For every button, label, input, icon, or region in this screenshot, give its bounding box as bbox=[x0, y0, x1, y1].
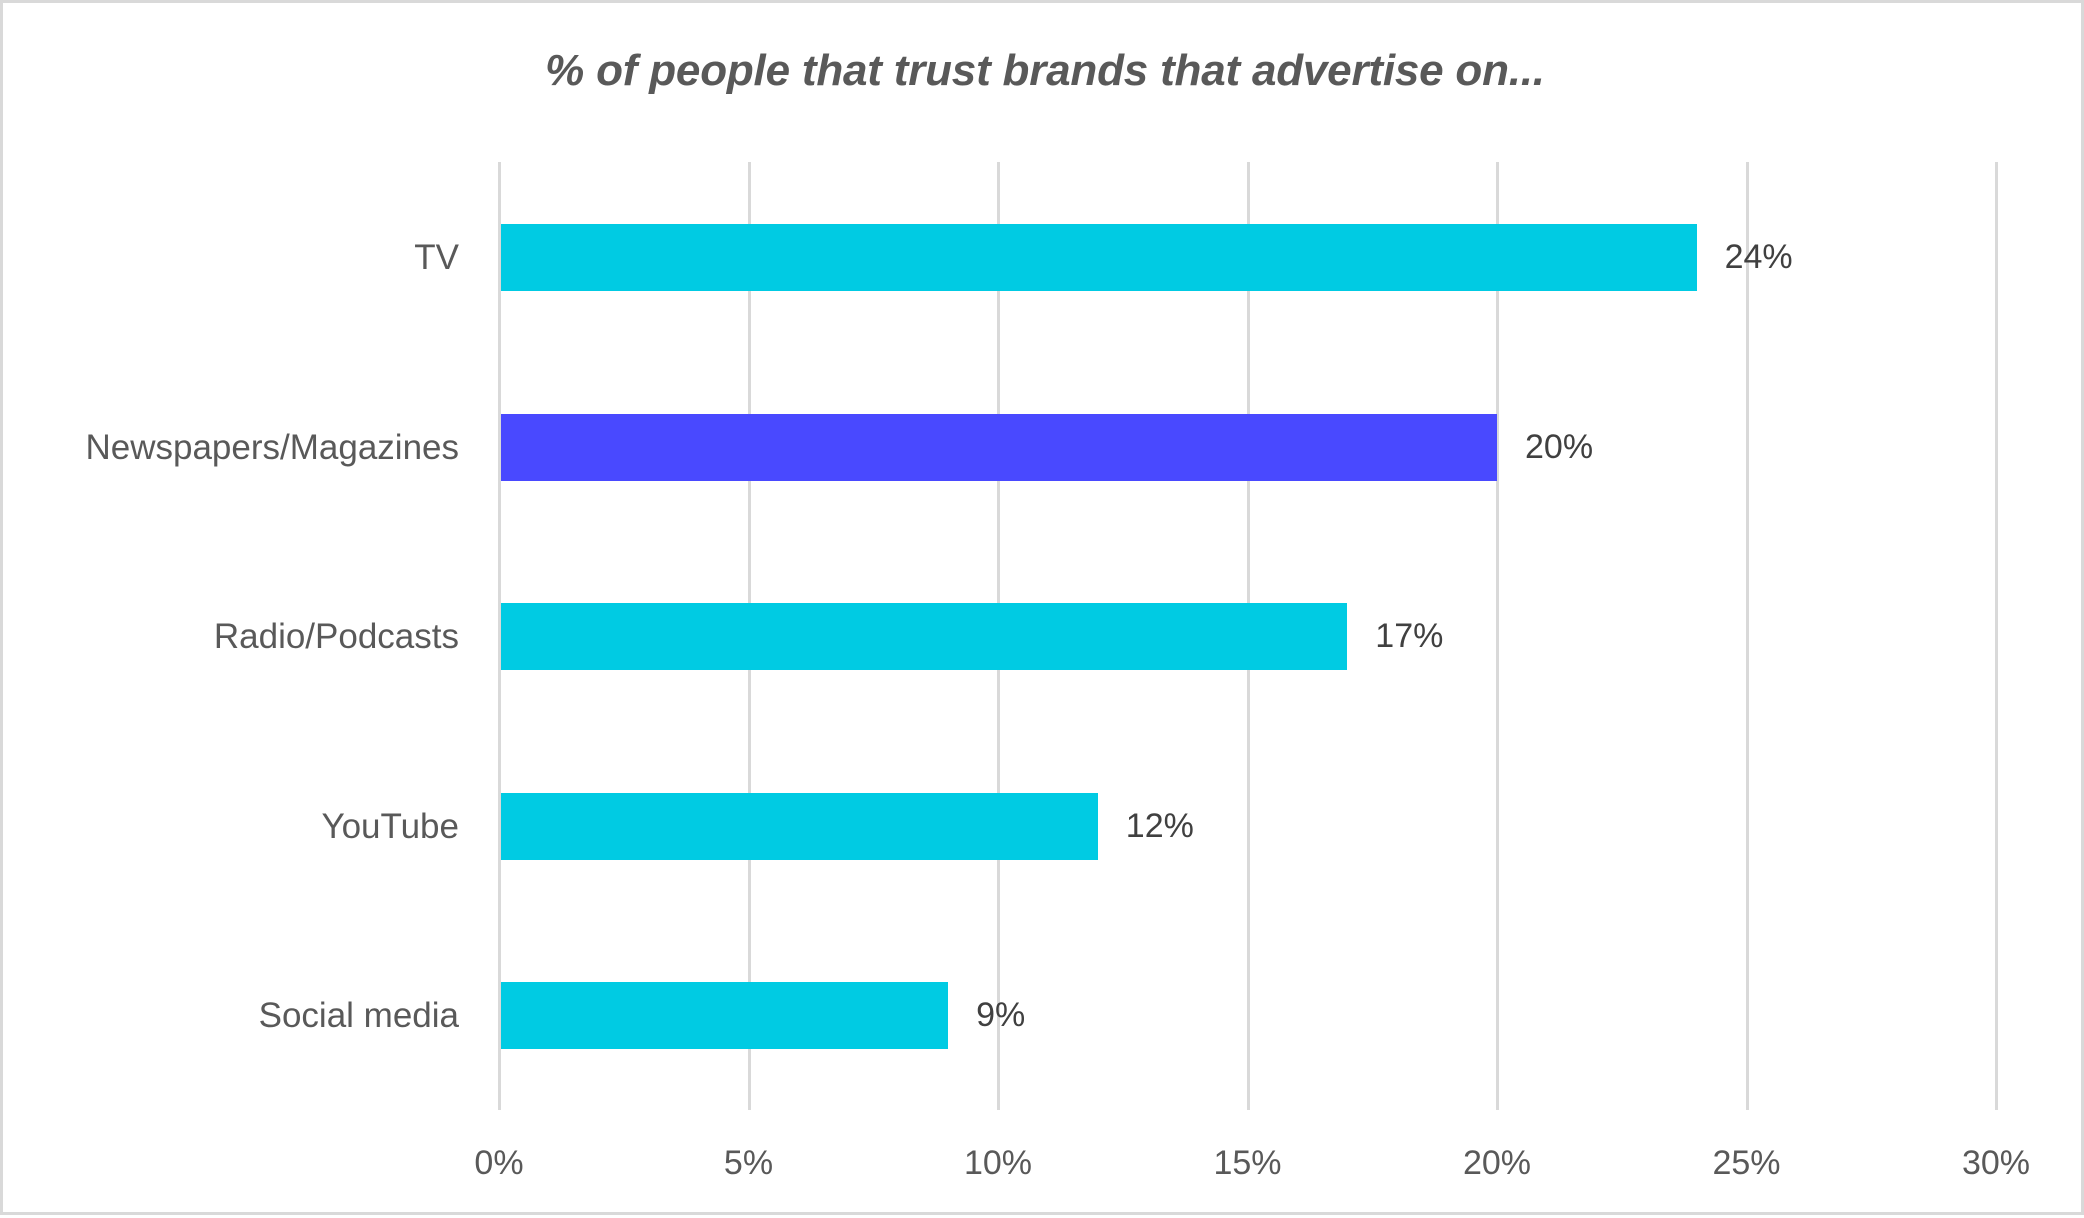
data-label: 9% bbox=[976, 996, 1026, 1034]
plot-area: TV Newspapers/Magazines Radio/Podcasts Y… bbox=[3, 3, 2084, 1218]
x-axis-tick-label: 0% bbox=[474, 1144, 524, 1182]
x-axis-tick-label: 10% bbox=[963, 1144, 1033, 1182]
bar-newspapers-magazines bbox=[501, 414, 1497, 481]
data-label: 12% bbox=[1125, 807, 1194, 845]
chart-title: % of people that trust brands that adver… bbox=[545, 46, 1545, 95]
category-label: TV bbox=[414, 238, 459, 277]
bar-tv bbox=[501, 224, 1697, 291]
x-axis-tick-label: 5% bbox=[723, 1144, 774, 1182]
x-axis-tick-label: 20% bbox=[1462, 1144, 1532, 1182]
data-label: 20% bbox=[1525, 428, 1594, 466]
category-label: Radio/Podcasts bbox=[213, 617, 459, 656]
category-label: Social media bbox=[258, 996, 459, 1035]
data-label: 24% bbox=[1724, 238, 1793, 276]
bar-social-media bbox=[501, 982, 949, 1049]
category-label: YouTube bbox=[321, 807, 459, 846]
gridline-20 bbox=[1496, 162, 1499, 1110]
x-axis-tick-label: 15% bbox=[1213, 1144, 1282, 1182]
data-label: 17% bbox=[1375, 617, 1444, 655]
bar-youtube bbox=[501, 793, 1098, 860]
category-label: Newspapers/Magazines bbox=[85, 428, 459, 467]
x-axis-tick-label: 30% bbox=[1961, 1144, 2031, 1182]
gridline-0 bbox=[498, 162, 501, 1110]
bar-radio-podcasts bbox=[501, 603, 1348, 670]
x-axis-tick-label: 25% bbox=[1712, 1144, 1781, 1182]
gridline-30 bbox=[1995, 162, 1998, 1110]
gridline-25 bbox=[1745, 162, 1749, 1110]
